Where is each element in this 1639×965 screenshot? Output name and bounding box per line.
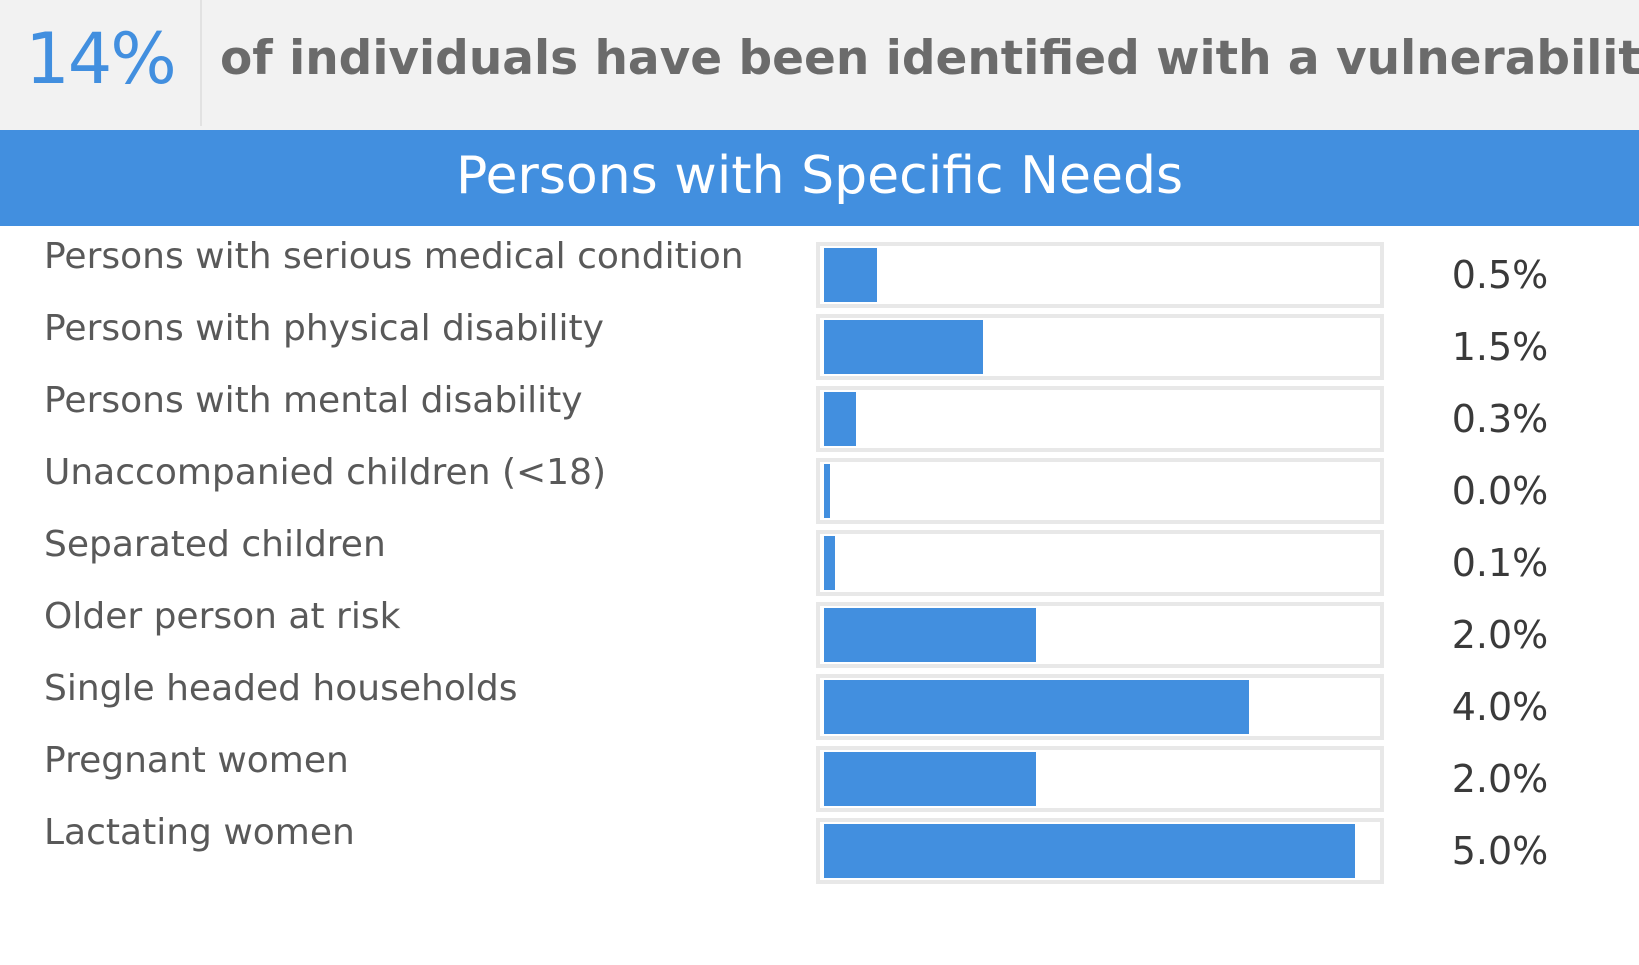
headline-stat: 14% bbox=[0, 0, 202, 126]
chart-row: Separated children 0.1% bbox=[0, 514, 1639, 596]
chart-row: Persons with mental disability 0.3% bbox=[0, 370, 1639, 452]
bar-track bbox=[816, 386, 1384, 452]
bar bbox=[824, 248, 878, 302]
chart-row: Single headed households 4.0% bbox=[0, 658, 1639, 740]
chart-row: Older person at risk 2.0% bbox=[0, 586, 1639, 668]
bar bbox=[824, 608, 1037, 662]
category-label: Persons with physical disability bbox=[44, 308, 604, 349]
headline-statement: of individuals have been identified with… bbox=[220, 31, 1639, 86]
data-label: 4.0% bbox=[1451, 685, 1549, 729]
category-label: Older person at risk bbox=[44, 596, 401, 637]
bar bbox=[824, 536, 835, 590]
data-label: 0.3% bbox=[1451, 397, 1549, 441]
bar-track bbox=[816, 458, 1384, 524]
data-label: 0.1% bbox=[1451, 541, 1549, 585]
category-label: Pregnant women bbox=[44, 740, 349, 781]
bar-track bbox=[816, 314, 1384, 380]
bar bbox=[824, 752, 1037, 806]
chart-row: Lactating women 5.0% bbox=[0, 802, 1639, 884]
headline-banner: 14% of individuals have been identified … bbox=[0, 0, 1639, 130]
bar bbox=[824, 680, 1249, 734]
chart-row: Persons with physical disability 1.5% bbox=[0, 298, 1639, 380]
bar bbox=[824, 464, 830, 518]
chart-row: Pregnant women 2.0% bbox=[0, 730, 1639, 812]
section-header-band: Persons with Specific Needs bbox=[0, 130, 1639, 226]
bar-track bbox=[816, 242, 1384, 308]
chart-row: Unaccompanied children (<18) 0.0% bbox=[0, 442, 1639, 524]
bar bbox=[824, 320, 984, 374]
data-label: 2.0% bbox=[1451, 613, 1549, 657]
chart-row: Persons with serious medical condition 0.… bbox=[0, 226, 1639, 308]
bar-track bbox=[816, 746, 1384, 812]
category-label: Separated children bbox=[44, 524, 386, 565]
bar-track bbox=[816, 674, 1384, 740]
data-label: 0.5% bbox=[1451, 253, 1549, 297]
category-label: Lactating women bbox=[44, 812, 355, 853]
bar-track bbox=[816, 530, 1384, 596]
data-label: 2.0% bbox=[1451, 757, 1549, 801]
data-label: 0.0% bbox=[1451, 469, 1549, 513]
bar-track bbox=[816, 602, 1384, 668]
data-label: 5.0% bbox=[1451, 829, 1549, 873]
bar bbox=[824, 392, 856, 446]
category-label: Persons with mental disability bbox=[44, 380, 583, 421]
category-label: Persons with serious medical condition bbox=[44, 236, 744, 277]
data-label: 1.5% bbox=[1451, 325, 1549, 369]
category-label: Unaccompanied children (<18) bbox=[44, 452, 607, 493]
bar bbox=[824, 824, 1355, 878]
category-label: Single headed households bbox=[44, 668, 518, 709]
chart-title: Persons with Specific Needs bbox=[455, 146, 1184, 206]
bar-chart: Persons with serious medical condition 0.… bbox=[0, 226, 1639, 965]
bar-track bbox=[816, 818, 1384, 884]
